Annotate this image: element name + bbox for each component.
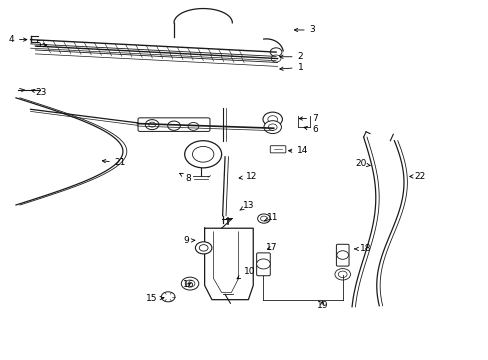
FancyBboxPatch shape xyxy=(270,146,285,153)
Text: 5: 5 xyxy=(35,40,46,49)
Circle shape xyxy=(264,121,281,134)
Text: 9: 9 xyxy=(183,236,194,245)
Text: 21: 21 xyxy=(102,158,126,167)
Text: 1: 1 xyxy=(279,63,303,72)
Circle shape xyxy=(188,122,199,130)
Text: 22: 22 xyxy=(409,172,424,181)
FancyBboxPatch shape xyxy=(256,253,270,276)
Circle shape xyxy=(256,259,270,269)
Text: 3: 3 xyxy=(294,26,315,35)
Text: 18: 18 xyxy=(354,244,371,253)
Circle shape xyxy=(199,245,207,251)
Circle shape xyxy=(184,141,221,168)
Circle shape xyxy=(271,55,281,62)
Text: 8: 8 xyxy=(179,173,191,183)
Text: 6: 6 xyxy=(304,126,317,135)
Text: 15: 15 xyxy=(146,294,163,303)
Text: 16: 16 xyxy=(183,280,194,289)
Circle shape xyxy=(145,120,159,130)
Circle shape xyxy=(167,121,180,130)
Text: 19: 19 xyxy=(316,301,327,310)
Text: 17: 17 xyxy=(265,243,276,252)
Text: 11: 11 xyxy=(264,213,278,222)
Text: 4: 4 xyxy=(8,35,27,44)
Circle shape xyxy=(263,112,282,126)
Text: 2: 2 xyxy=(279,52,303,61)
Text: 14: 14 xyxy=(288,146,308,155)
Circle shape xyxy=(181,277,199,290)
Circle shape xyxy=(270,48,282,57)
Polygon shape xyxy=(204,228,253,300)
Circle shape xyxy=(338,271,346,278)
FancyBboxPatch shape xyxy=(138,118,209,131)
Circle shape xyxy=(257,214,270,223)
FancyBboxPatch shape xyxy=(336,244,348,266)
Circle shape xyxy=(334,269,350,280)
Text: 10: 10 xyxy=(237,267,255,279)
Text: 7: 7 xyxy=(299,114,317,123)
Text: 20: 20 xyxy=(355,159,369,168)
Circle shape xyxy=(148,122,155,127)
Circle shape xyxy=(336,251,348,259)
Text: 23: 23 xyxy=(31,88,47,97)
Circle shape xyxy=(268,124,277,130)
Circle shape xyxy=(192,147,213,162)
Circle shape xyxy=(260,216,267,221)
Circle shape xyxy=(195,242,211,254)
Circle shape xyxy=(161,292,175,302)
Text: 13: 13 xyxy=(239,201,254,210)
Text: 12: 12 xyxy=(239,172,257,181)
Circle shape xyxy=(267,116,277,123)
Circle shape xyxy=(185,280,195,287)
